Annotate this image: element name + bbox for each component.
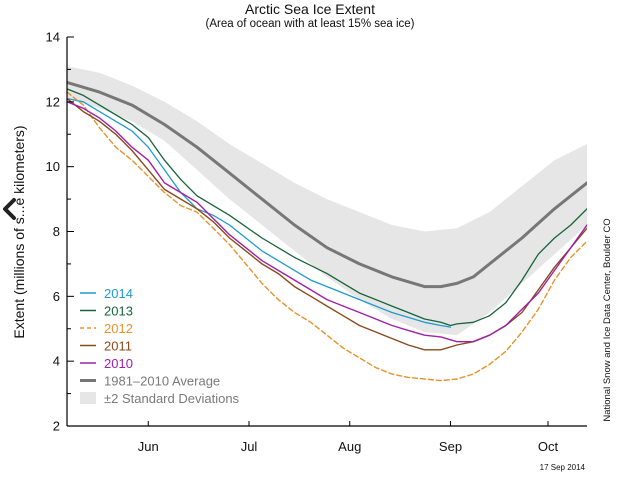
x-tick-label: Sep — [439, 439, 462, 454]
y-tick-label: 4 — [53, 354, 60, 369]
y-tick-label: 2 — [53, 419, 60, 434]
std-dev-band — [67, 66, 587, 336]
date-stamp: 17 Sep 2014 — [540, 463, 586, 472]
legend-label: 2011 — [104, 339, 132, 354]
y-tick-label: 14 — [46, 30, 60, 45]
legend-swatch — [80, 392, 96, 404]
legend-label: 2010 — [104, 356, 133, 371]
chevron-left-icon[interactable] — [0, 196, 18, 222]
y-tick-label: 8 — [53, 224, 60, 239]
x-axis: Jun Jul Aug Sep Oct — [138, 421, 559, 454]
y-axis-label: Extent (millions of s...e kilometers) — [11, 125, 27, 338]
y-tick-label: 12 — [46, 94, 60, 109]
y-tick-label: 10 — [46, 159, 60, 174]
series-line-2013 — [67, 88, 587, 327]
legend-label: 2013 — [104, 304, 133, 319]
legend-label: ±2 Standard Deviations — [104, 391, 240, 406]
series-line-1981-2010-average — [67, 80, 587, 289]
chart-title: Arctic Sea Ice Extent — [245, 1, 375, 17]
chart-subtitle: (Area of ocean with at least 15% sea ice… — [205, 18, 414, 30]
x-tick-label: Jul — [241, 439, 258, 454]
x-tick-label: Oct — [538, 439, 559, 454]
plot-area — [66, 37, 587, 427]
x-tick-label: Aug — [338, 439, 361, 454]
y-tick-label: 6 — [53, 289, 60, 304]
legend-label: 2012 — [104, 321, 133, 336]
series-line-2010 — [67, 101, 587, 343]
legend: 2014 2013 2012 2011 2010 1981–2010 Average ±2 … — [80, 286, 240, 406]
y-axis: 2 4 6 8 10 12 14 — [46, 30, 74, 434]
series-line-2012 — [67, 91, 587, 382]
legend-label: 2014 — [104, 286, 133, 301]
series-line-2014 — [67, 97, 452, 328]
credit-text: National Snow and Ice Data Center, Bould… — [602, 218, 613, 421]
legend-label: 1981–2010 Average — [104, 374, 220, 389]
x-tick-label: Jun — [138, 439, 159, 454]
